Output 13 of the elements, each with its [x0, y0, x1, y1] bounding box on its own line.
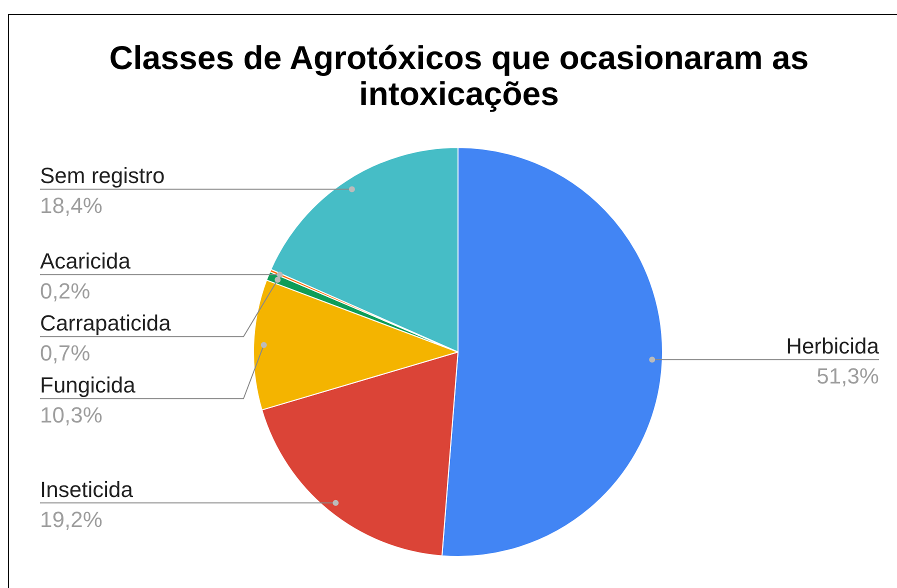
chart-title: Classes de Agrotóxicos que ocasionaram as intoxicações — [108, 39, 810, 112]
data-label: 19,2% — [40, 506, 102, 532]
data-label: 51,3% — [816, 364, 879, 389]
slice-label: Carrapaticida — [40, 310, 172, 336]
slice-label: Herbicida — [786, 334, 880, 359]
data-label: 0,7% — [40, 340, 90, 366]
slice-label: Fungicida — [40, 372, 136, 398]
data-label: 10,3% — [40, 402, 102, 428]
data-label: 18,4% — [40, 193, 102, 218]
slice-label: Acaricida — [40, 248, 132, 274]
slice-label: Inseticida — [40, 476, 134, 502]
slice-label: Sem registro — [40, 163, 165, 188]
data-label: 0,2% — [40, 278, 90, 304]
